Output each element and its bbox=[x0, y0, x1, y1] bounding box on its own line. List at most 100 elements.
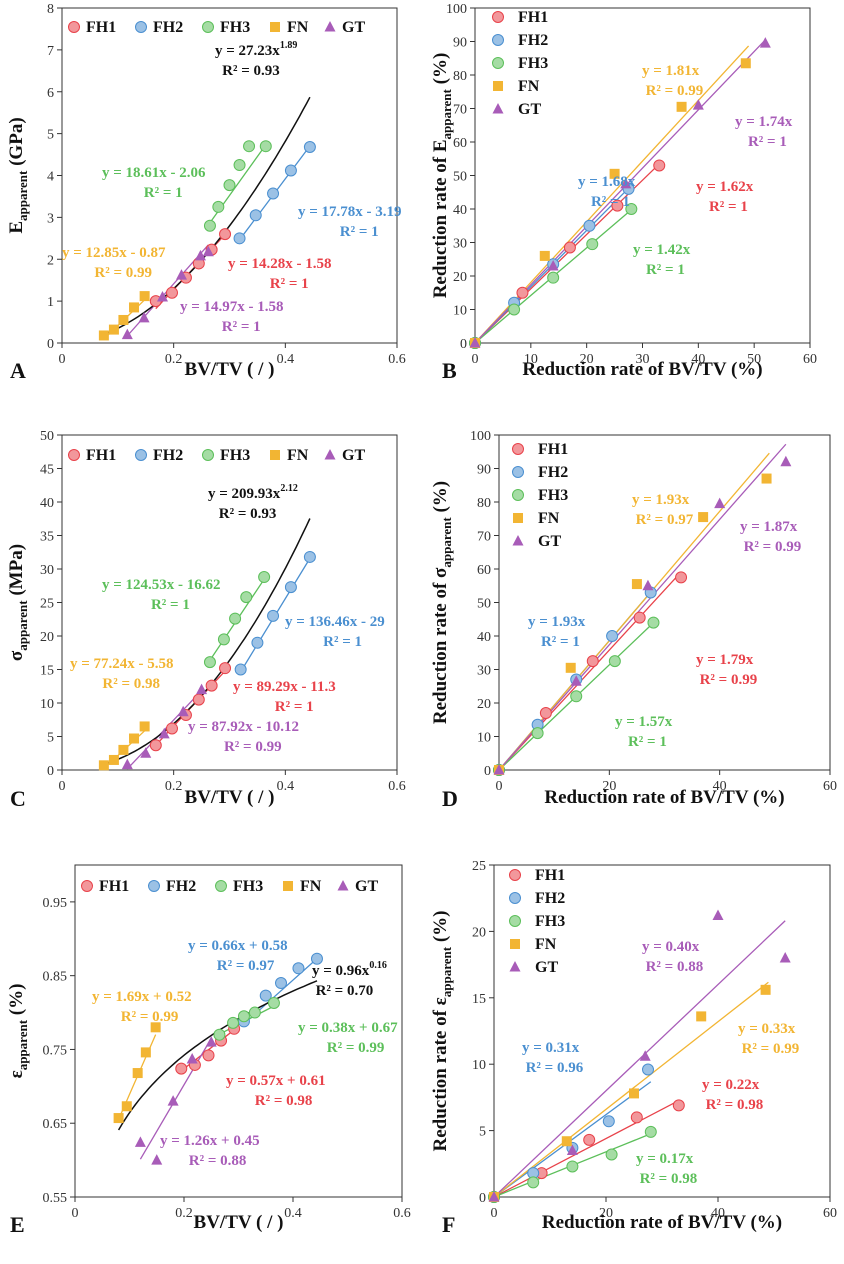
fit-equation: y = 0.66x + 0.58 bbox=[188, 938, 288, 954]
y-tick-label: 0.95 bbox=[43, 896, 68, 911]
y-tick-label: 3 bbox=[47, 211, 54, 226]
point-gt bbox=[121, 328, 133, 340]
y-tick-label: 70 bbox=[477, 530, 491, 545]
fit-r-squared: R² = 0.99 bbox=[744, 539, 802, 555]
y-tick-label: 80 bbox=[477, 496, 491, 511]
point-gt bbox=[712, 909, 724, 920]
legend-marker-fh1 bbox=[492, 11, 504, 23]
fit-r-squared: R² = 0.98 bbox=[102, 676, 160, 692]
y-tick-label: 10 bbox=[40, 697, 54, 712]
point-fh2 bbox=[284, 164, 297, 177]
legend-marker-fn bbox=[270, 450, 280, 460]
x-axis-label: Reduction rate of BV/TV (%) bbox=[522, 359, 762, 380]
point-fh2 bbox=[275, 977, 288, 990]
y-tick-label: 25 bbox=[40, 597, 54, 612]
x-tick-label: 20 bbox=[602, 779, 616, 794]
y-tick-label: 7 bbox=[47, 44, 54, 59]
legend-label-gt: GT bbox=[342, 447, 365, 464]
legend-marker-fh2 bbox=[512, 466, 524, 478]
point-fn bbox=[139, 291, 150, 302]
point-fh1 bbox=[175, 1062, 188, 1075]
point-gt bbox=[157, 290, 168, 302]
point-fh3 bbox=[267, 996, 280, 1009]
y-tick-label: 100 bbox=[470, 429, 491, 444]
point-fh3 bbox=[203, 656, 216, 669]
y-tick-label: 0.55 bbox=[43, 1191, 68, 1206]
y-axis-label: Reduction rate of εapparent (%) bbox=[430, 910, 454, 1151]
legend-label-fn: FN bbox=[287, 19, 309, 36]
legend-marker-fh1 bbox=[509, 869, 521, 881]
fit-r-squared: R² = 1 bbox=[628, 734, 667, 750]
point-fh2 bbox=[583, 219, 596, 232]
fit-equation: y = 0.38x + 0.67 bbox=[298, 1020, 398, 1036]
point-gt bbox=[620, 177, 632, 189]
point-gt bbox=[493, 764, 505, 775]
point-fh3 bbox=[258, 571, 271, 584]
legend-marker-fh1 bbox=[81, 880, 93, 892]
fit-equation: y = 1.69x + 0.52 bbox=[92, 989, 192, 1005]
point-fh2 bbox=[303, 141, 316, 154]
legend-label-fh2: FH2 bbox=[518, 32, 548, 49]
point-fh3 bbox=[605, 1148, 618, 1161]
fit-r-squared: R² = 0.99 bbox=[224, 739, 282, 755]
fit-r-squared: R² = 0.88 bbox=[189, 1153, 247, 1169]
legend-marker-fn bbox=[510, 939, 520, 949]
point-fh3 bbox=[644, 1125, 657, 1138]
y-tick-label: 15 bbox=[40, 664, 54, 679]
point-fh1 bbox=[539, 707, 552, 720]
y-axis-label: Reduction rate of σapparent (%) bbox=[430, 481, 454, 724]
point-gt bbox=[642, 579, 654, 591]
point-fn bbox=[631, 579, 642, 590]
fit-equation: y = 0.40x bbox=[642, 939, 700, 955]
x-tick-label: 0 bbox=[472, 352, 479, 367]
fit-equation: y = 209.93x2.12 bbox=[208, 483, 298, 502]
point-fh3 bbox=[547, 271, 560, 284]
y-tick-label: 35 bbox=[40, 530, 54, 545]
point-fh3 bbox=[608, 655, 621, 668]
x-tick-label: 0 bbox=[59, 352, 66, 367]
fit-r-squared: R² = 0.97 bbox=[217, 958, 275, 974]
legend-marker-gt bbox=[337, 880, 349, 891]
x-tick-label: 60 bbox=[823, 1206, 837, 1221]
legend-marker-fh3 bbox=[202, 449, 214, 461]
point-fh3 bbox=[508, 303, 521, 316]
legend-label-fh2: FH2 bbox=[538, 464, 568, 481]
fit-equation: y = 1.68x bbox=[578, 174, 636, 190]
legend-label-fh1: FH1 bbox=[535, 867, 565, 884]
fit-equation: y = 12.85x - 0.87 bbox=[62, 245, 166, 261]
fit-equation: y = 27.23x1.89 bbox=[215, 40, 297, 59]
y-tick-label: 2 bbox=[47, 253, 54, 268]
point-fh1 bbox=[563, 241, 576, 254]
legend-label-fh3: FH3 bbox=[233, 878, 263, 895]
y-tick-label: 0.75 bbox=[43, 1043, 68, 1058]
x-tick-label: 10 bbox=[524, 352, 538, 367]
fit-r-squared: R² = 1 bbox=[748, 134, 787, 150]
point-gt bbox=[639, 1050, 651, 1061]
x-tick-label: 0 bbox=[72, 1206, 79, 1221]
legend-marker-gt bbox=[512, 535, 524, 546]
y-tick-label: 30 bbox=[477, 664, 491, 679]
y-tick-label: 30 bbox=[453, 237, 467, 252]
point-gt bbox=[151, 1154, 163, 1165]
fit-r-squared: R² = 0.99 bbox=[327, 1040, 385, 1056]
y-tick-label: 40 bbox=[453, 203, 467, 218]
point-fh1 bbox=[205, 679, 218, 692]
y-tick-label: 50 bbox=[477, 597, 491, 612]
point-fh2 bbox=[259, 989, 272, 1002]
x-tick-label: 40 bbox=[713, 779, 727, 794]
fit-r-squared: R² = 0.99 bbox=[121, 1009, 179, 1025]
panel-d: 0 20 40 60 0 10 20 30 40 50 60 70 80 90 100 FH1 FH2 FH3 FN… bbox=[430, 429, 837, 811]
fit-equation: y = 1.81x bbox=[642, 63, 700, 79]
y-tick-label: 15 bbox=[472, 992, 486, 1007]
y-axis-label: Reduction rate of Eapparent (%) bbox=[430, 53, 454, 299]
fit-r-squared: R² = 0.96 bbox=[526, 1060, 584, 1076]
x-axis-label: Reduction rate of BV/TV (%) bbox=[542, 1212, 782, 1233]
point-gt bbox=[140, 747, 152, 758]
legend-marker-fh1 bbox=[68, 449, 80, 461]
point-fh2 bbox=[267, 609, 280, 622]
y-tick-label: 5 bbox=[47, 731, 54, 746]
point-gt bbox=[780, 455, 792, 467]
panel-label: B bbox=[442, 358, 457, 383]
legend-label-fh1: FH1 bbox=[86, 447, 116, 464]
